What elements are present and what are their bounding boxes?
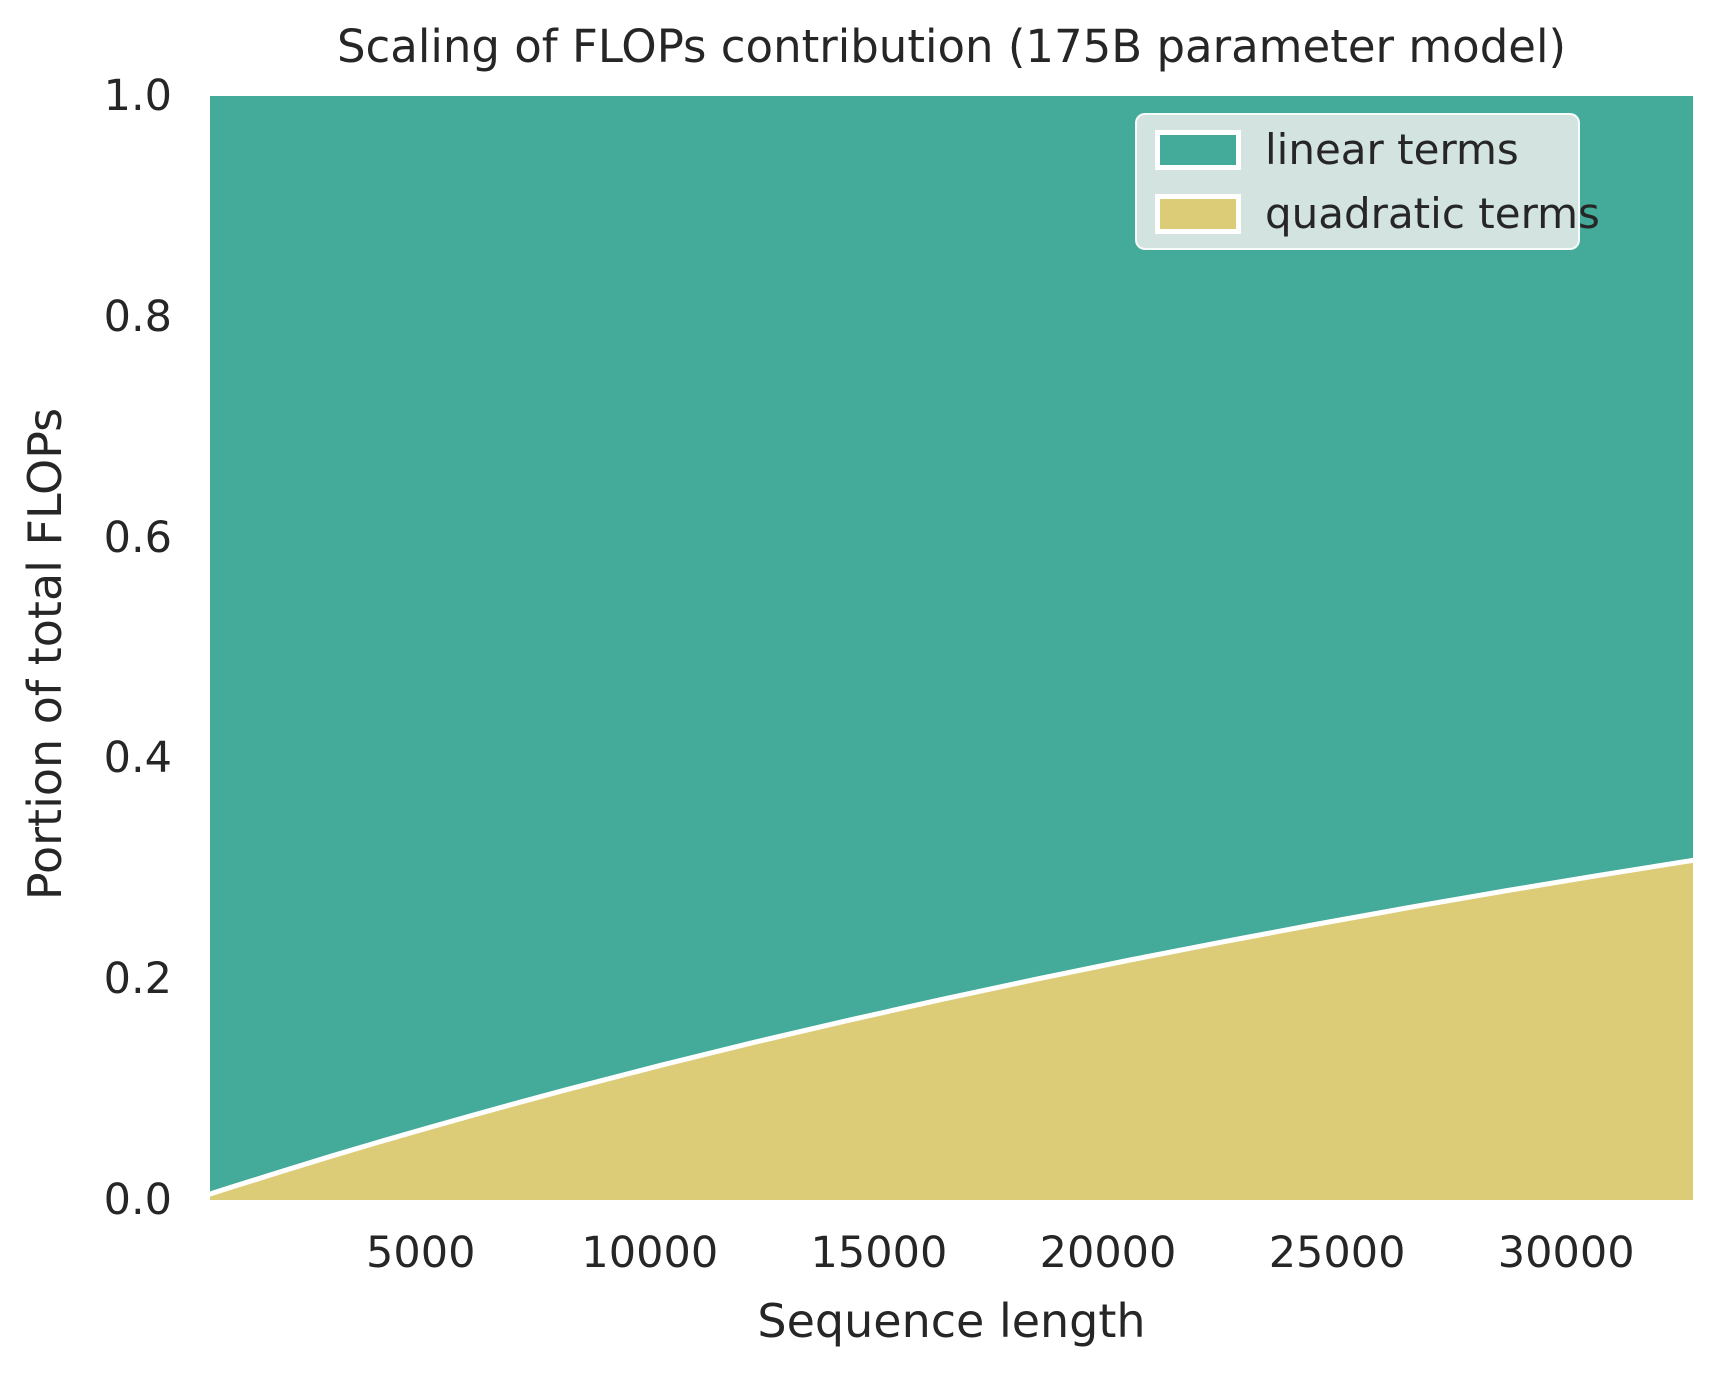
x-axis-label: Sequence length [757,1294,1146,1348]
legend-swatch-icon [1155,193,1241,234]
y-tick-label: 0.4 [103,733,172,784]
y-tick-label: 1.0 [103,71,172,121]
quadratic-terms-area [210,860,1693,1200]
x-tick-label: 10000 [581,1228,719,1278]
legend-swatch-icon [1155,129,1241,170]
y-tick-label: 0.6 [103,512,172,563]
x-tick-label: 30000 [1497,1228,1635,1278]
plot-area [210,96,1693,1200]
x-tick-label: 15000 [810,1228,948,1278]
series-boundary-line [210,857,1693,1197]
chart-title: Scaling of FLOPs contribution (175B para… [336,20,1567,73]
y-tick-label: 0.0 [103,1175,172,1225]
legend-item-quadratic-terms: quadratic terms [1155,192,1600,235]
stacked-area-chart [210,96,1693,1200]
legend-label: quadratic terms [1265,188,1600,238]
x-tick-label: 25000 [1268,1228,1406,1278]
legend: linear terms quadratic terms [1135,113,1600,250]
y-tick-label: 0.2 [103,954,172,1005]
y-tick-label: 0.8 [103,291,172,342]
legend-item-linear-terms: linear terms [1155,124,1560,174]
y-axis-label: Portion of total FLOPs [18,407,72,901]
x-tick-label: 20000 [1039,1228,1177,1278]
legend-label: linear terms [1265,124,1519,174]
x-tick-label: 5000 [366,1228,476,1278]
